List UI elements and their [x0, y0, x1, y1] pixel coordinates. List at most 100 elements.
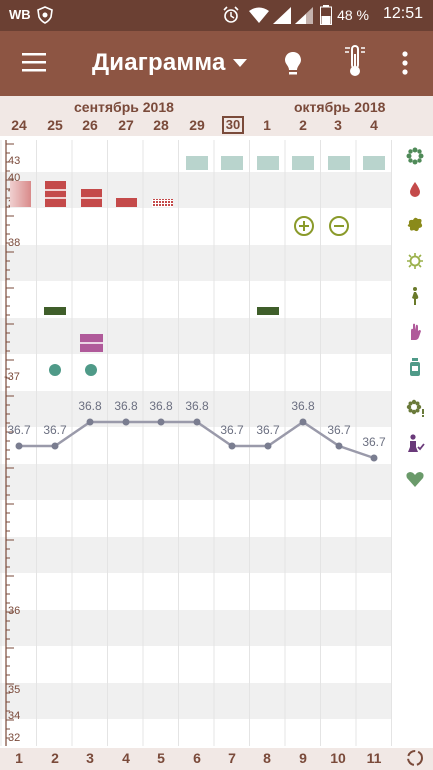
day-27[interactable]: 27 [118, 117, 134, 133]
cycle-refresh-icon[interactable] [405, 748, 425, 768]
cycle-day: 8 [263, 750, 271, 766]
cycle-day: 11 [366, 750, 382, 766]
day-2[interactable]: 2 [299, 117, 307, 133]
clock: 12:51 [382, 5, 423, 22]
day-28[interactable]: 28 [153, 117, 169, 133]
chart-band [0, 683, 392, 719]
cervix-block[interactable] [186, 156, 208, 170]
chart-bands [0, 172, 392, 719]
status-bar: WB 48 % 12:51 [0, 0, 433, 31]
intercourse-mark-1[interactable] [257, 307, 279, 315]
month-label-october: октябрь 2018 [294, 99, 386, 115]
cycle-day: 2 [51, 750, 59, 766]
day-1[interactable]: 1 [263, 117, 271, 133]
temperature-point[interactable] [264, 442, 272, 450]
medication-dot-25[interactable] [49, 364, 61, 376]
temperature-label: 36.7 [256, 423, 280, 437]
day-3[interactable]: 3 [334, 117, 342, 133]
carrier-label: WB [9, 7, 31, 22]
drop-icon[interactable] [405, 180, 425, 200]
medication-dot-26[interactable] [85, 364, 97, 376]
temperature-point[interactable] [122, 418, 130, 426]
day-4[interactable]: 4 [370, 117, 378, 133]
axis-label: 32 [8, 732, 20, 744]
period-spotting-28[interactable] [152, 199, 173, 207]
bottle-icon[interactable] [405, 357, 425, 377]
thermometer-icon[interactable] [343, 44, 367, 78]
day-29[interactable]: 29 [189, 117, 205, 133]
day-30-today[interactable]: 30 [222, 116, 244, 134]
period-block-27[interactable] [116, 198, 137, 207]
temperature-label: 36.7 [220, 423, 244, 437]
cervix-block[interactable] [221, 156, 243, 170]
test-marks [294, 216, 349, 236]
temperature-point[interactable] [228, 442, 236, 450]
alarm-icon [223, 6, 239, 23]
wifi-icon [249, 7, 269, 23]
cycle-day: 4 [122, 750, 130, 766]
temperature-label: 36.7 [327, 423, 351, 437]
chart-grid [0, 140, 392, 746]
period-fade [10, 181, 31, 207]
dates-header: сентябрь 2018 октябрь 2018 24 25 26 27 2… [0, 96, 433, 136]
temperature-label: 36.7 [43, 423, 67, 437]
page-title[interactable]: Диаграмма [92, 49, 226, 76]
temperature-point[interactable] [335, 442, 343, 450]
heart-icon[interactable] [405, 469, 425, 489]
temperature-point[interactable] [193, 418, 201, 426]
intercourse-mark-25[interactable] [44, 307, 66, 315]
period-block-25[interactable] [45, 181, 66, 207]
temperature-label: 36.8 [149, 399, 173, 413]
cervix-block[interactable] [257, 156, 279, 170]
temperature-point[interactable] [51, 442, 59, 450]
cycle-day: 9 [299, 750, 307, 766]
shield-icon [37, 6, 53, 24]
chart-band [0, 610, 392, 646]
temperature-label: 36.8 [114, 399, 138, 413]
cervix-block[interactable] [292, 156, 314, 170]
positive-test-icon[interactable] [294, 216, 314, 236]
cervix-blocks [186, 156, 385, 170]
temperature-label: 36.8 [185, 399, 209, 413]
month-label-september: сентябрь 2018 [74, 99, 174, 115]
flower-icon[interactable] [405, 146, 425, 166]
person-check-icon[interactable] [405, 433, 425, 453]
axis-label: 35 [8, 684, 20, 696]
temperature-point[interactable] [15, 442, 23, 450]
more-vert-icon[interactable] [401, 51, 409, 75]
cervix-block[interactable] [328, 156, 350, 170]
axis-ticks [6, 143, 14, 739]
splat-icon[interactable] [405, 215, 425, 235]
flower-alert-icon[interactable] [405, 398, 425, 418]
cycle-day: 3 [86, 750, 94, 766]
battery-icon [320, 5, 332, 25]
battery-percent: 48 % [337, 7, 369, 23]
temperature-point[interactable] [86, 418, 94, 426]
pregnant-icon[interactable] [405, 286, 425, 306]
axis-label: 36 [8, 605, 20, 617]
cycle-day: 1 [15, 750, 23, 766]
temperature-label: 36.7 [7, 423, 31, 437]
cervix-block[interactable] [363, 156, 385, 170]
temperature-point[interactable] [157, 418, 165, 426]
chart-band [0, 464, 392, 500]
chart-band [0, 245, 392, 281]
day-24[interactable]: 24 [11, 117, 27, 133]
period-marks [10, 181, 173, 207]
virus-icon[interactable] [405, 251, 425, 271]
lightbulb-icon[interactable] [283, 50, 303, 78]
menu-icon[interactable] [22, 51, 46, 73]
day-26[interactable]: 26 [82, 117, 98, 133]
hand-icon[interactable] [405, 321, 425, 341]
axis-label: -37 [4, 371, 20, 383]
temperature-point[interactable] [370, 454, 378, 462]
dropdown-arrow-icon[interactable] [233, 59, 247, 67]
day-25[interactable]: 25 [47, 117, 63, 133]
cycle-day: 7 [228, 750, 236, 766]
temperature-point[interactable] [299, 418, 307, 426]
chart-band [0, 318, 392, 354]
cycle-day-footer: 1 2 3 4 5 6 7 8 9 10 11 [0, 748, 433, 770]
negative-test-icon[interactable] [329, 216, 349, 236]
temperature-label: 36.7 [362, 435, 386, 449]
